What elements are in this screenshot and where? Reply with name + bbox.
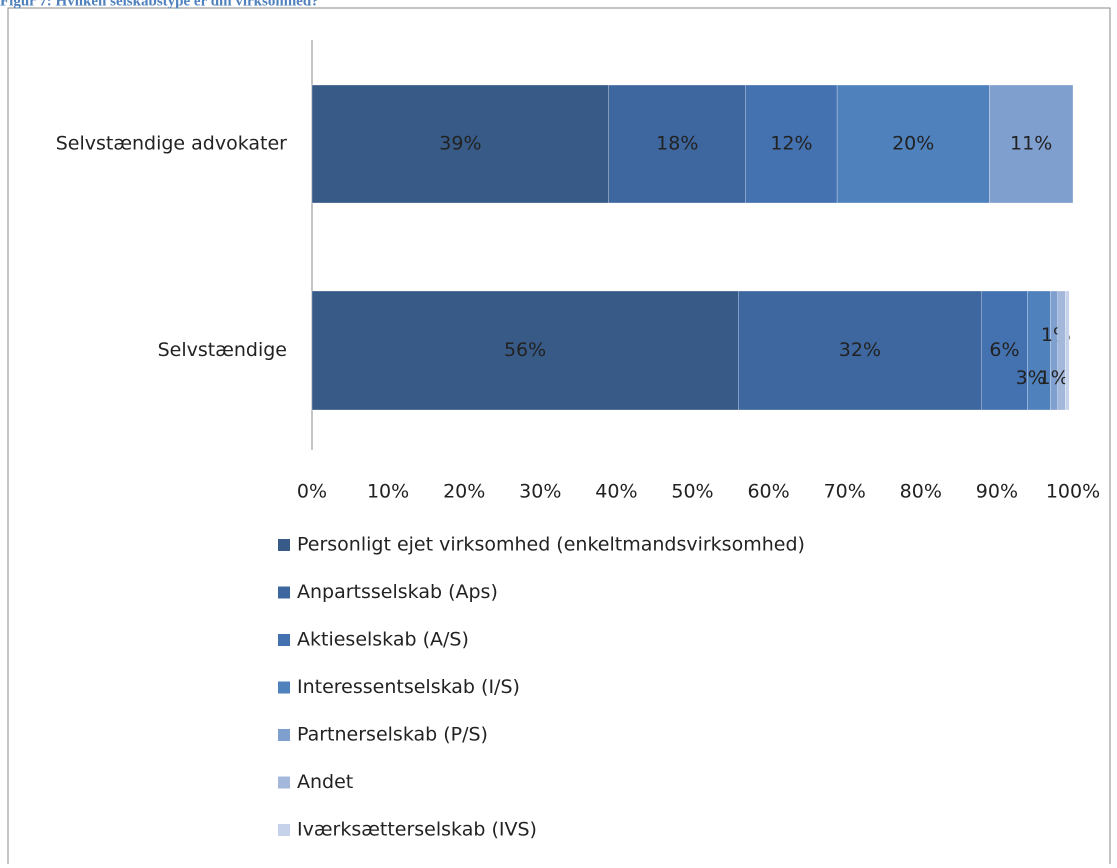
bar-segment xyxy=(311,290,739,411)
value-label: 3% xyxy=(1016,367,1046,389)
legend-swatch xyxy=(278,539,290,551)
bar-segment xyxy=(1057,290,1066,411)
bar-segment xyxy=(608,84,746,204)
bar-segment xyxy=(1050,290,1058,411)
bar-segment xyxy=(311,84,609,204)
value-label: 12% xyxy=(770,133,812,155)
bar-segment xyxy=(989,84,1074,204)
legend-swatch xyxy=(278,729,290,741)
bar-segment xyxy=(745,84,838,204)
legend-swatch xyxy=(278,776,290,789)
x-tick-label: 30% xyxy=(519,481,561,503)
x-tick-label: 100% xyxy=(1046,481,1100,503)
legend-swatch xyxy=(278,586,290,599)
x-tick-label: 90% xyxy=(976,481,1018,503)
x-tick-label: 0% xyxy=(297,481,327,503)
bar-segment xyxy=(1065,290,1070,411)
legend-swatch xyxy=(278,634,290,646)
value-label: 32% xyxy=(839,339,881,361)
bar-segment xyxy=(738,290,982,411)
legend-label: Anpartsselskab (Aps) xyxy=(297,581,498,603)
value-label: 20% xyxy=(892,133,934,155)
x-tick-label: 40% xyxy=(595,481,637,503)
chart-title: Figur 7: Hvilken selskabstype er din vir… xyxy=(0,0,319,9)
x-tick-label: 10% xyxy=(367,481,409,503)
x-tick-label: 80% xyxy=(900,481,942,503)
legend-swatch xyxy=(278,681,290,694)
bar-segment xyxy=(836,84,990,204)
legend-label: Personligt ejet virksomhed (enkeltmandsv… xyxy=(297,534,805,556)
value-label: 18% xyxy=(656,133,698,155)
x-tick-label: 20% xyxy=(443,481,485,503)
legend-label: Andet xyxy=(297,771,353,793)
value-label: 6% xyxy=(989,339,1019,361)
legend-label: Aktieselskab (A/S) xyxy=(297,629,469,651)
value-label: 1% xyxy=(1039,367,1069,389)
legend-label: Interessentselskab (I/S) xyxy=(297,676,520,698)
value-label: 39% xyxy=(439,133,481,155)
y-tick-label: Selvstændige xyxy=(158,339,287,361)
y-tick-label: Selvstændige advokater xyxy=(56,133,287,155)
value-label: 56% xyxy=(504,339,546,361)
value-label: 11% xyxy=(1010,133,1052,155)
legend-swatch xyxy=(278,824,290,836)
bar-segment xyxy=(1027,290,1051,411)
x-tick-label: 60% xyxy=(747,481,789,503)
x-tick-label: 50% xyxy=(671,481,713,503)
frame xyxy=(7,7,1111,868)
legend-label: Iværksætterselskab (IVS) xyxy=(297,819,537,841)
bar-segment xyxy=(981,290,1028,411)
x-tick-label: 70% xyxy=(824,481,866,503)
legend-label: Partnerselskab (P/S) xyxy=(297,724,488,746)
